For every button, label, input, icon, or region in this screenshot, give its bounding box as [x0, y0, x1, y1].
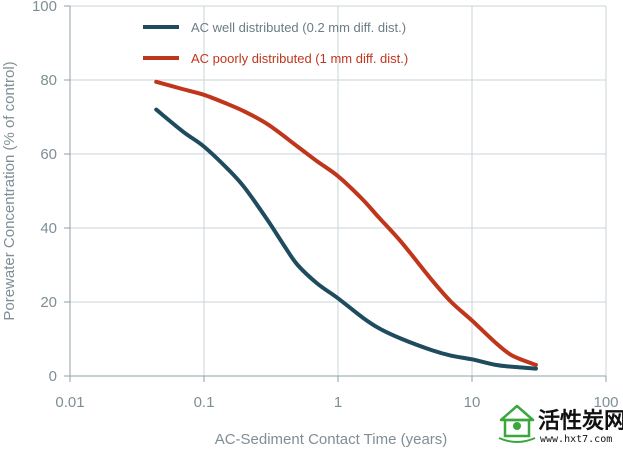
y-axis-title: Porewater Concentration (% of control)	[1, 61, 18, 320]
x-tick-label: 0.1	[194, 394, 215, 411]
tick-labels: 0.01 0.1 1 10 100 0 20 40 60 80 100	[32, 0, 619, 411]
series-lines	[154, 79, 538, 371]
legend-label-2: AC poorly distributed (1 mm diff. dist.)	[191, 51, 408, 66]
series-line-1	[154, 107, 538, 371]
x-tick-label: 1	[334, 394, 342, 411]
y-tick-label: 80	[40, 72, 57, 89]
x-tick-label: 100	[593, 394, 618, 411]
legend-label-1: AC well distributed (0.2 mm diff. dist.)	[191, 20, 406, 35]
y-tick-label: 40	[40, 220, 57, 237]
y-tick-label: 0	[49, 368, 57, 385]
y-tick-label: 20	[40, 294, 57, 311]
series-line-2	[154, 79, 538, 367]
y-tick-label: 100	[32, 0, 57, 15]
x-tick-label: 10	[464, 394, 481, 411]
house-logo-icon	[498, 404, 536, 443]
axes	[64, 5, 607, 382]
x-axis-title: AC-Sediment Contact Time (years)	[215, 431, 448, 448]
y-tick-label: 60	[40, 146, 57, 163]
watermark: 活性炭网 www.hxt7.com	[498, 404, 623, 445]
legend: AC well distributed (0.2 mm diff. dist.)…	[143, 20, 408, 66]
x-tick-label: 0.01	[55, 394, 84, 411]
watermark-url: www.hxt7.com	[540, 434, 612, 445]
watermark-title: 活性炭网	[538, 408, 623, 434]
